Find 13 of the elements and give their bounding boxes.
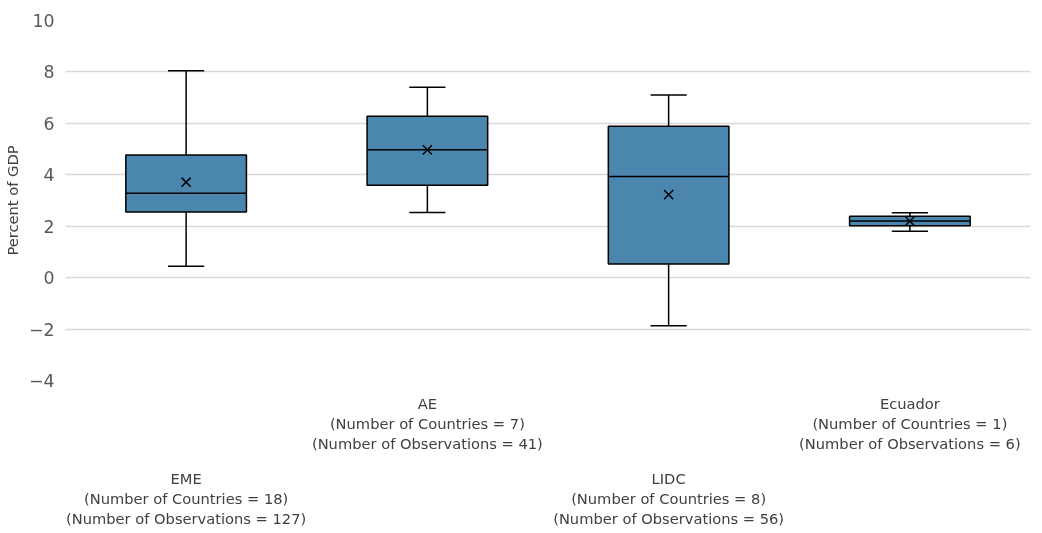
y-tick-label: 8: [43, 62, 55, 83]
y-tick-label: 6: [43, 113, 55, 134]
y-tick-label: −4: [28, 371, 55, 391]
y-tick-label: 2: [43, 216, 55, 237]
x-tick-label: Ecuador (Number of Countries = 1) (Number of Observations = 6): [799, 394, 1021, 453]
y-tick-label: 10: [32, 11, 55, 31]
x-tick-label: LIDC (Number of Countries = 8) (Number of Observations = 56): [553, 469, 785, 528]
y-axis-title: Percent of GDP: [3, 145, 21, 256]
y-tick-label: 0: [43, 268, 55, 289]
y-tick-label: −2: [28, 319, 55, 340]
x-tick-label: AE (Number of Countries = 7) (Number of Observations = 41): [311, 394, 543, 453]
x-tick-label: EME (Number of Countries = 18) (Number of Observations = 127): [66, 469, 307, 528]
y-tick-label: 4: [43, 165, 55, 186]
